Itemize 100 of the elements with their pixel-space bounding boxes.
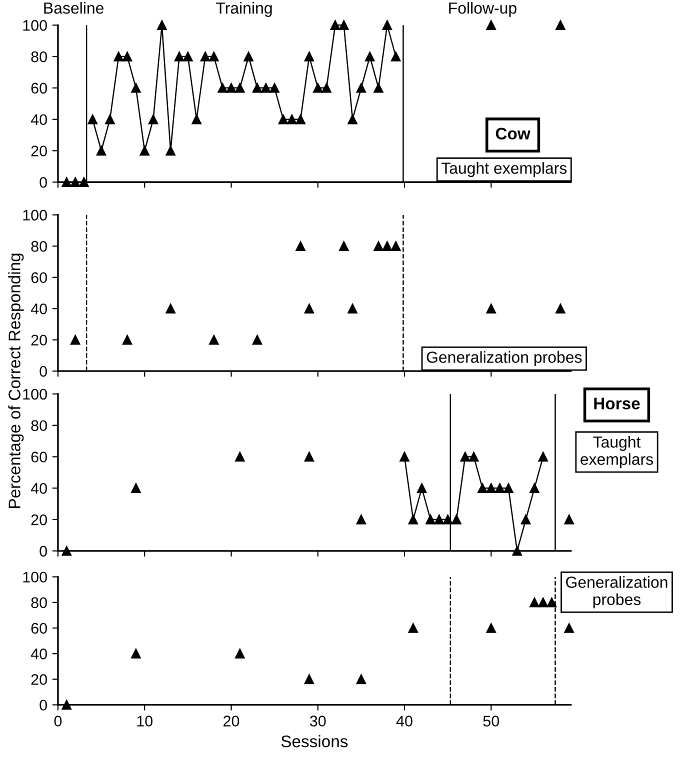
point: [70, 334, 80, 345]
annotation: Generalization probes: [566, 576, 668, 608]
x-axis-title: Sessions: [281, 735, 348, 748]
y-tick-label: 100: [23, 210, 47, 221]
point: [486, 304, 496, 314]
point: [235, 452, 245, 462]
point: [546, 598, 557, 608]
y-tick-label: 100: [23, 388, 47, 400]
point: [218, 83, 228, 93]
point: [296, 241, 306, 251]
point: [322, 83, 332, 93]
point: [348, 304, 358, 314]
point: [348, 114, 358, 124]
point: [287, 114, 297, 124]
point: [62, 700, 72, 710]
point: [504, 483, 514, 493]
point: [226, 83, 236, 93]
point: [105, 114, 115, 124]
point: [374, 241, 384, 251]
point: [416, 483, 427, 493]
text: Follow-up: [449, 2, 516, 17]
point: [252, 334, 262, 345]
text: Training: [216, 2, 272, 17]
point: [434, 514, 444, 524]
point: [131, 648, 141, 659]
y-tick-label: 80: [31, 597, 47, 608]
y-tick-label: 0: [40, 366, 47, 377]
point: [122, 52, 132, 62]
y-tick-label: 40: [30, 303, 47, 314]
y-tick-label: 100: [23, 20, 47, 31]
point: [538, 452, 548, 462]
x-tick-label: 40: [396, 716, 412, 726]
point: [209, 334, 219, 345]
text: Horse: [594, 398, 640, 410]
point: [382, 20, 392, 30]
point: [192, 114, 202, 124]
y-tick-label: 60: [31, 622, 47, 634]
x-tick-label: 30: [310, 716, 326, 726]
point: [338, 241, 349, 251]
point: [426, 514, 436, 524]
point: [390, 52, 401, 62]
point: [166, 304, 176, 314]
point: [338, 20, 349, 30]
point: [235, 648, 245, 659]
point: [382, 241, 392, 251]
y-tick-label: 0: [40, 546, 47, 557]
point: [209, 52, 219, 62]
point: [530, 483, 540, 493]
point: [564, 623, 574, 633]
point: [468, 452, 479, 462]
x-tick-label: 50: [483, 716, 500, 726]
point: [452, 514, 462, 524]
point: [70, 177, 80, 187]
point: [304, 452, 314, 462]
point: [79, 177, 89, 187]
point: [356, 674, 366, 684]
point: [296, 114, 306, 124]
point: [304, 674, 314, 684]
point: [131, 83, 141, 93]
point: [252, 83, 262, 93]
point: [538, 598, 548, 608]
point: [374, 83, 384, 93]
point: [140, 146, 150, 156]
point: [157, 20, 167, 30]
y-tick-label: 20: [31, 674, 47, 685]
point: [62, 546, 72, 556]
y-tick-label: 20: [31, 334, 47, 346]
point: [313, 83, 323, 93]
point: [88, 114, 98, 124]
y-tick-label: 0: [40, 176, 47, 188]
point: [520, 514, 531, 524]
annotation: Generalization probes: [426, 351, 582, 366]
point: [183, 52, 193, 62]
point: [235, 83, 245, 93]
point: [166, 146, 176, 156]
y-tick-label: 60: [31, 452, 47, 462]
point: [478, 483, 488, 493]
point: [564, 514, 574, 524]
y-tick-label: 40: [30, 114, 47, 126]
point: [304, 52, 314, 62]
point: [304, 304, 314, 314]
point: [356, 514, 366, 524]
x-tick-label: 20: [224, 716, 240, 726]
text: Baseline: [44, 2, 104, 14]
point: [174, 52, 184, 62]
point: [556, 304, 566, 314]
y-tick-label: 60: [31, 82, 47, 94]
y-tick-label: 100: [23, 572, 47, 583]
point: [364, 52, 375, 62]
point: [408, 623, 418, 633]
y-tick-label: 20: [31, 514, 47, 526]
point: [486, 623, 496, 633]
annotation: Taught exemplars: [441, 162, 567, 178]
point: [390, 241, 401, 251]
point: [148, 114, 158, 124]
point: [400, 452, 410, 462]
y-tick-label: 80: [31, 51, 47, 62]
point: [530, 598, 540, 608]
point: [278, 114, 288, 124]
point: [270, 83, 280, 93]
